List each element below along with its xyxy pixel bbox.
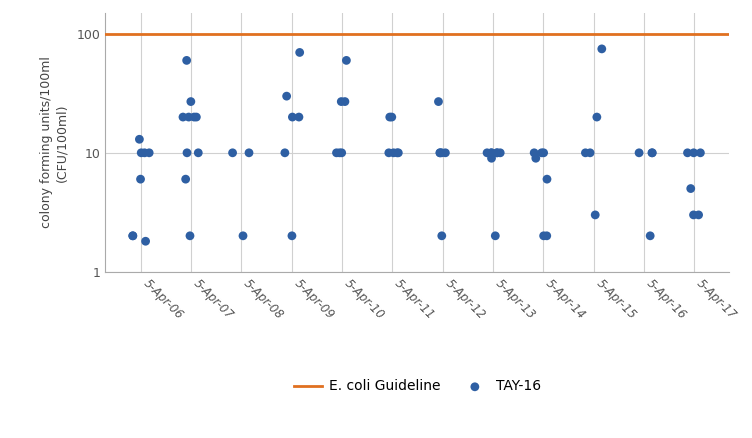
TAY-16 [490, 232, 502, 239]
TAY-16 [226, 149, 238, 156]
TAY-16 [439, 149, 451, 156]
TAY-16 [294, 49, 306, 56]
TAY-16 [434, 149, 446, 156]
TAY-16 [339, 98, 351, 105]
TAY-16 [181, 149, 193, 156]
TAY-16 [435, 149, 447, 156]
TAY-16 [180, 176, 192, 183]
TAY-16 [391, 149, 403, 156]
TAY-16 [530, 155, 542, 162]
TAY-16 [243, 149, 255, 156]
TAY-16 [481, 149, 493, 156]
TAY-16 [183, 113, 195, 120]
TAY-16 [133, 136, 145, 143]
TAY-16 [541, 176, 553, 183]
TAY-16 [646, 149, 658, 156]
TAY-16 [190, 113, 202, 120]
TAY-16 [432, 98, 444, 105]
TAY-16 [687, 212, 699, 219]
TAY-16 [279, 149, 291, 156]
TAY-16 [184, 232, 196, 239]
TAY-16 [287, 113, 299, 120]
TAY-16 [538, 149, 550, 156]
TAY-16 [330, 149, 342, 156]
TAY-16 [491, 149, 503, 156]
Legend: E. coli Guideline, TAY-16: E. coli Guideline, TAY-16 [288, 374, 547, 399]
TAY-16 [334, 149, 346, 156]
TAY-16 [140, 238, 152, 245]
TAY-16 [177, 113, 189, 120]
TAY-16 [435, 232, 447, 239]
TAY-16 [693, 212, 705, 219]
TAY-16 [384, 113, 396, 120]
TAY-16 [386, 113, 398, 120]
TAY-16 [188, 113, 200, 120]
TAY-16 [596, 46, 608, 53]
TAY-16 [393, 149, 405, 156]
TAY-16 [694, 149, 706, 156]
TAY-16 [335, 98, 347, 105]
TAY-16 [387, 149, 399, 156]
TAY-16 [127, 232, 139, 239]
TAY-16 [590, 212, 602, 219]
TAY-16 [341, 57, 353, 64]
TAY-16 [335, 149, 347, 156]
TAY-16 [633, 149, 645, 156]
TAY-16 [135, 149, 147, 156]
TAY-16 [143, 149, 155, 156]
TAY-16 [685, 185, 697, 192]
TAY-16 [293, 113, 305, 120]
TAY-16 [687, 149, 699, 156]
TAY-16 [485, 149, 497, 156]
TAY-16 [535, 149, 547, 156]
TAY-16 [237, 232, 249, 239]
TAY-16 [541, 232, 553, 239]
TAY-16 [135, 176, 147, 183]
TAY-16 [486, 149, 498, 156]
TAY-16 [434, 149, 446, 156]
TAY-16 [494, 149, 506, 156]
TAY-16 [127, 232, 139, 239]
TAY-16 [681, 149, 693, 156]
TAY-16 [584, 149, 596, 156]
TAY-16 [646, 149, 658, 156]
TAY-16 [644, 232, 656, 239]
TAY-16 [138, 149, 150, 156]
TAY-16 [383, 149, 395, 156]
TAY-16 [491, 149, 503, 156]
TAY-16 [591, 113, 603, 120]
TAY-16 [538, 232, 550, 239]
TAY-16 [280, 93, 293, 100]
Y-axis label: colony forming units/100ml
(CFU/100ml): colony forming units/100ml (CFU/100ml) [40, 57, 68, 228]
TAY-16 [486, 155, 498, 162]
TAY-16 [580, 149, 592, 156]
TAY-16 [286, 232, 298, 239]
TAY-16 [180, 57, 193, 64]
TAY-16 [528, 149, 540, 156]
TAY-16 [193, 149, 205, 156]
TAY-16 [185, 98, 197, 105]
